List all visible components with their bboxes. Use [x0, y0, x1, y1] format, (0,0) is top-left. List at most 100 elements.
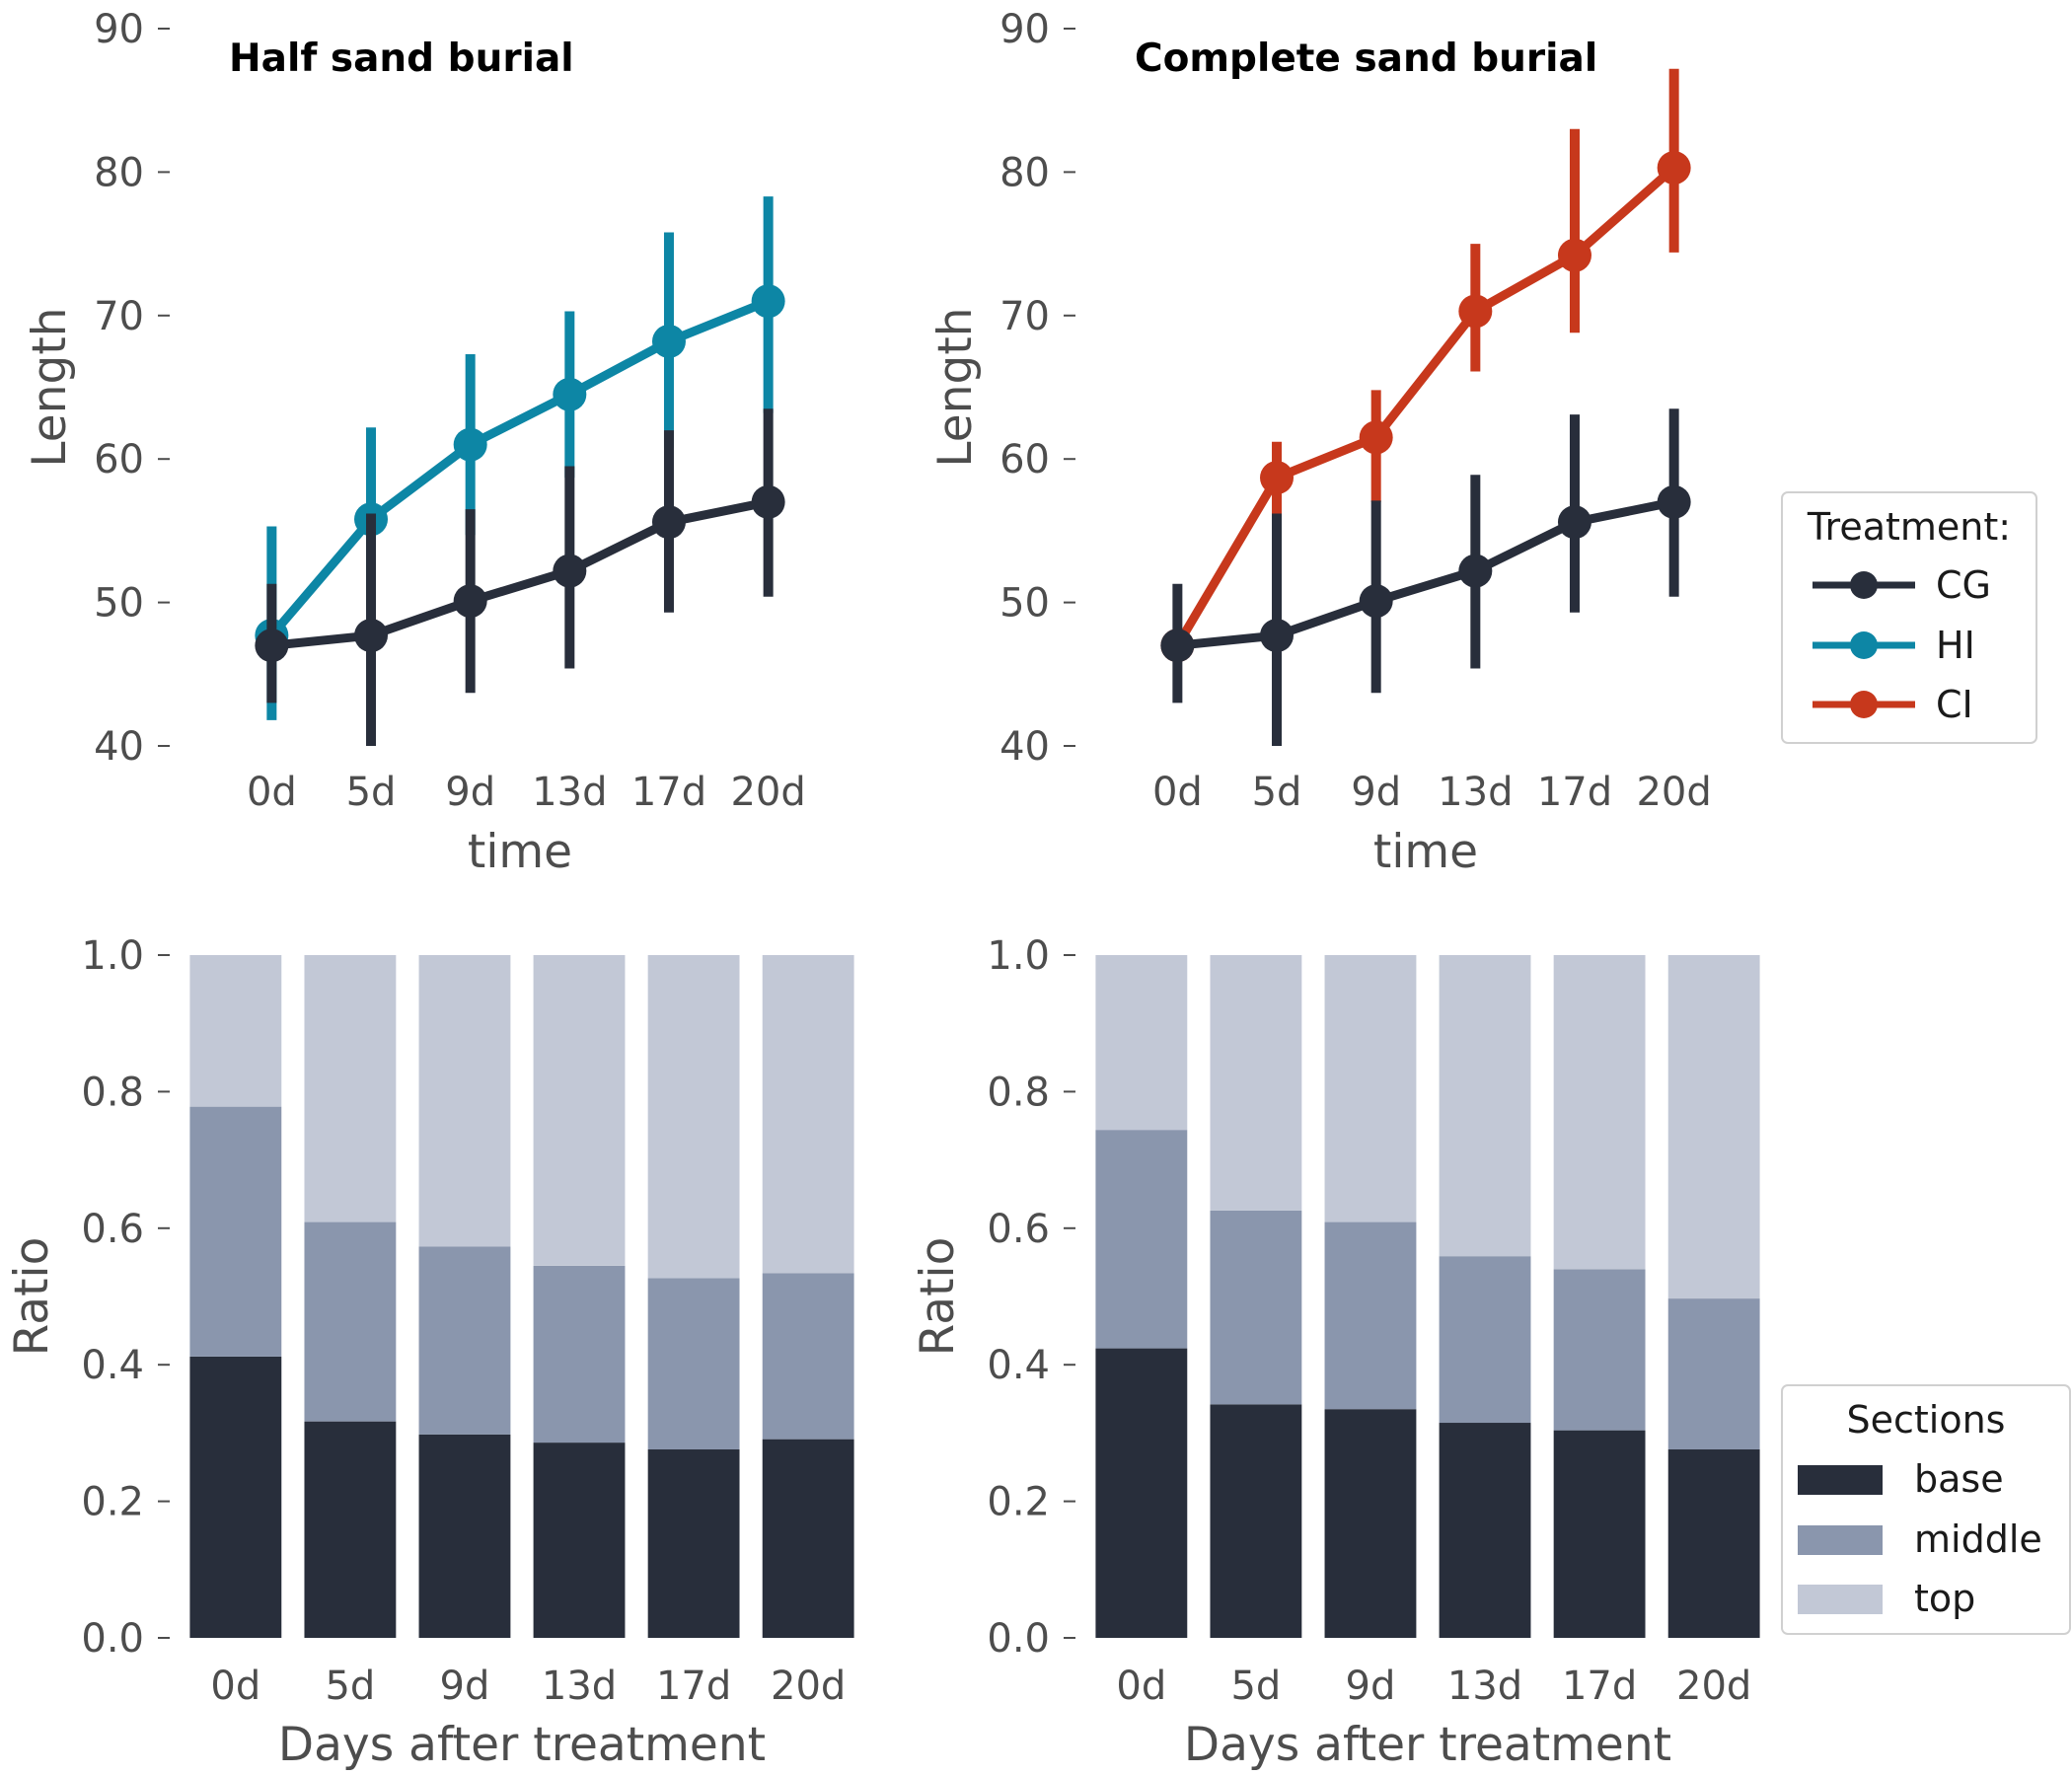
y-axis-label: Length: [23, 307, 77, 467]
data-point: [453, 427, 487, 462]
legend-label-base: base: [1914, 1457, 2004, 1501]
x-axis-label: time: [468, 825, 572, 879]
x-tick-label: 13d: [1447, 1664, 1522, 1709]
x-tick-label: 13d: [532, 770, 607, 815]
x-tick-label: 20d: [1676, 1664, 1751, 1709]
x-tick-label: 17d: [1562, 1664, 1637, 1709]
data-point: [651, 324, 686, 358]
y-tick-label: 50: [94, 581, 144, 627]
bar-segment-top: [304, 955, 397, 1222]
data-point: [553, 377, 587, 411]
bar-segment-middle: [762, 1273, 854, 1440]
legend-marker-ci: [1850, 691, 1878, 718]
data-point: [1359, 584, 1393, 619]
y-tick-label: 0.2: [81, 1480, 144, 1525]
data-point: [1260, 619, 1295, 653]
data-point: [1359, 420, 1393, 455]
y-tick-label: 0.8: [987, 1070, 1050, 1115]
y-tick-label: 0.6: [987, 1207, 1050, 1252]
sections-legend-title: Sections: [1847, 1398, 2006, 1442]
series-line: [1173, 164, 1677, 648]
bar-segment-top: [762, 955, 854, 1274]
x-tick-label: 5d: [1230, 1664, 1281, 1709]
bar-segment-base: [418, 1434, 511, 1638]
chart-panel-2: 40 50 60 70 80 90 0d 5d 9d 13d 17d 20d time Length Com…: [928, 7, 1712, 879]
y-tick-label: 0.6: [81, 1207, 144, 1252]
y-tick-label: 0.8: [81, 1070, 144, 1115]
y-tick-label: 0.4: [987, 1343, 1050, 1388]
x-axis-label: Days after treatment: [1184, 1718, 1671, 1772]
legend-entry-ci: CI: [1813, 683, 1973, 726]
y-tick-label: 90: [999, 7, 1050, 52]
y-tick-label: 70: [999, 294, 1050, 339]
x-tick-label: 17d: [1537, 770, 1612, 815]
bar-segment-top: [1210, 955, 1302, 1211]
treatment-legend: Treatment: CG HI CI: [1781, 491, 2037, 744]
y-tick-label: 60: [999, 437, 1050, 482]
x-tick-label: 20d: [730, 770, 805, 815]
x-axis-label: Days after treatment: [278, 1718, 766, 1772]
data-point: [1458, 554, 1493, 588]
y-axis-label: Ratio: [911, 1237, 965, 1357]
legend-entry-cg: CG: [1813, 563, 1991, 607]
bar-segment-top: [1667, 955, 1760, 1299]
sections-legend: Sections base middle top: [1781, 1384, 2071, 1635]
bar-segment-top: [533, 955, 626, 1266]
data-point: [255, 629, 289, 663]
data-point: [1657, 151, 1691, 185]
bar-segment-middle: [533, 1265, 626, 1443]
y-tick-label: 80: [94, 150, 144, 195]
series-cg: [255, 408, 785, 746]
bar-segment-base: [1095, 1348, 1188, 1638]
bar-segment-middle: [1667, 1298, 1760, 1450]
series-cg: [1160, 408, 1691, 746]
x-tick-label: 9d: [440, 1664, 490, 1709]
data-point: [1260, 461, 1295, 495]
y-tick-label: 0.0: [987, 1616, 1050, 1662]
bar-segment-base: [189, 1356, 282, 1638]
chart-title: Half sand burial: [229, 37, 574, 81]
bar-segment-base: [533, 1443, 626, 1638]
y-tick-label: 0.2: [987, 1480, 1050, 1525]
legend-swatch-base: [1798, 1465, 1883, 1495]
bar-segment-middle: [1553, 1269, 1646, 1431]
data-point: [553, 554, 587, 588]
series-hi: [255, 196, 785, 720]
legend-label-top: top: [1914, 1577, 1975, 1620]
y-tick-label: 90: [94, 7, 144, 52]
y-tick-label: 80: [999, 150, 1050, 195]
x-tick-label: 0d: [247, 770, 297, 815]
y-tick-label: 0.0: [81, 1616, 144, 1662]
bar-segment-middle: [1324, 1221, 1417, 1410]
x-tick-label: 5d: [346, 770, 397, 815]
data-point: [354, 619, 389, 653]
bar-segment-base: [1324, 1409, 1417, 1638]
series-ci: [1160, 68, 1691, 663]
y-tick-label: 70: [94, 294, 144, 339]
bar-segment-top: [1439, 955, 1531, 1257]
bar-segment-top: [1553, 955, 1646, 1270]
data-point: [1458, 294, 1493, 329]
legend-label-ci: CI: [1936, 683, 1973, 726]
treatment-legend-frame: [1781, 491, 2037, 744]
bar-segment-top: [189, 955, 282, 1107]
x-tick-label: 13d: [1438, 770, 1513, 815]
legend-label-middle: middle: [1914, 1517, 2042, 1561]
legend-entry-hi: HI: [1813, 624, 1975, 667]
bar-segment-middle: [418, 1246, 511, 1435]
data-point: [453, 584, 487, 619]
legend-marker-hi: [1850, 631, 1878, 659]
x-tick-label: 17d: [631, 770, 706, 815]
y-tick-label: 60: [94, 437, 144, 482]
bar-segment-base: [762, 1439, 854, 1638]
bar-segment-middle: [1439, 1256, 1531, 1424]
data-point: [1657, 484, 1691, 519]
x-tick-label: 20d: [1636, 770, 1711, 815]
x-tick-label: 9d: [445, 770, 495, 815]
legend-swatch-middle: [1798, 1525, 1883, 1555]
x-tick-label: 20d: [771, 1664, 846, 1709]
bar-segment-middle: [1095, 1130, 1188, 1349]
data-point: [751, 284, 785, 319]
